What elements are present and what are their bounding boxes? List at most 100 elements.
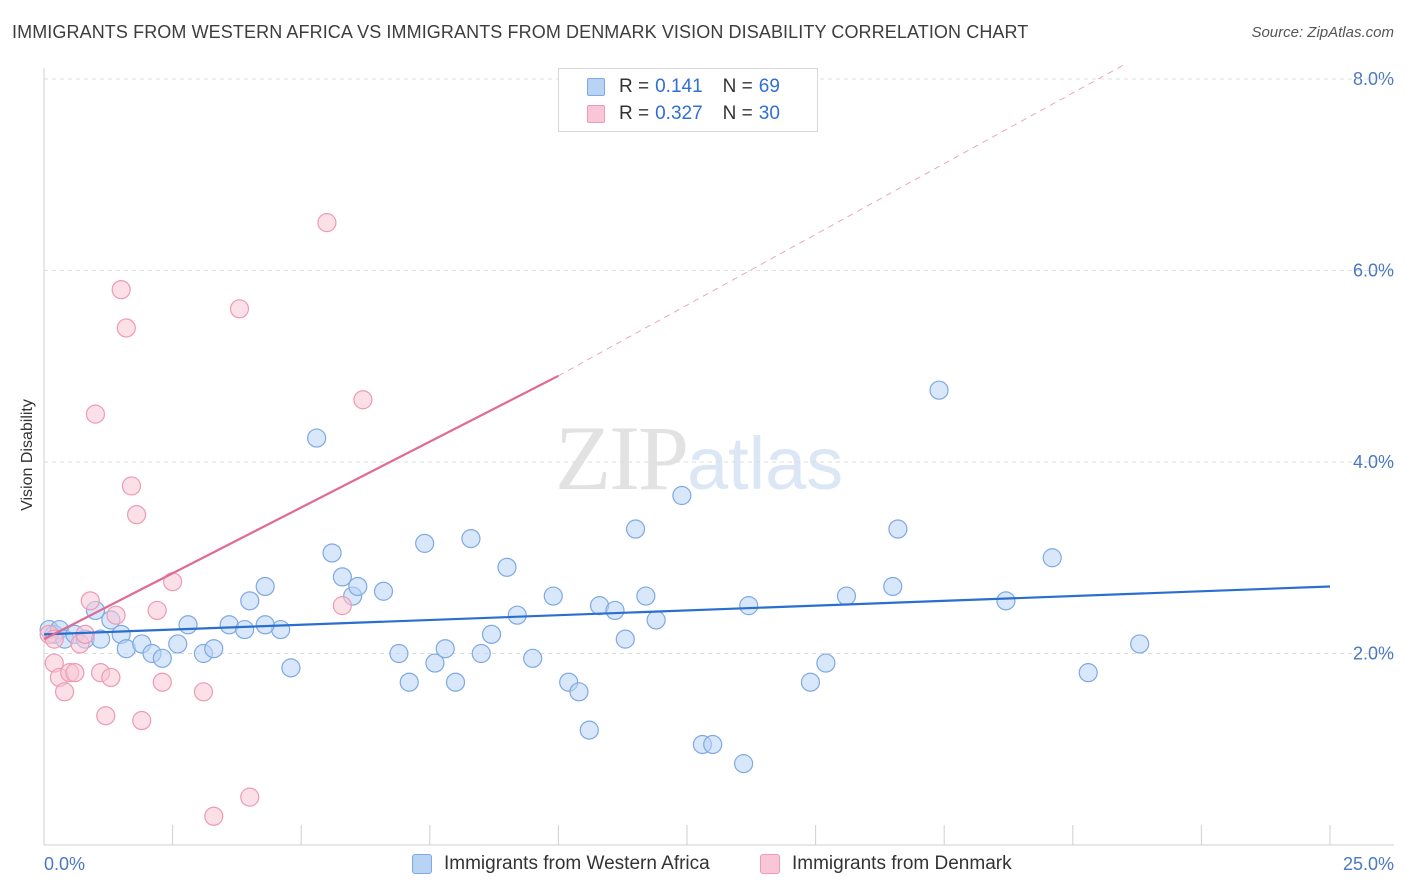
western-africa-point (178, 615, 198, 635)
western-africa-point (1130, 634, 1150, 654)
western-africa-point (461, 528, 481, 549)
western-africa-point (497, 557, 517, 577)
western-africa-point (435, 639, 455, 659)
denmark-trend-line (43, 374, 559, 641)
western-africa-point (481, 624, 502, 644)
denmark-point (85, 404, 106, 424)
western-africa-point (888, 519, 908, 539)
denmark-point (106, 605, 126, 625)
legend-row-western-africa: R = 0.141 N = 69 (587, 75, 780, 99)
legend-row-denmark: R = 0.327 N = 30 (587, 102, 780, 126)
western-africa-point (625, 519, 646, 539)
denmark-trend-extension (558, 64, 1125, 377)
western-africa-point (425, 653, 445, 673)
denmark-point (317, 213, 337, 233)
n-value: 30 (758, 103, 780, 124)
denmark-point (96, 706, 116, 726)
western-africa-point (800, 672, 821, 692)
denmark-point (121, 476, 142, 496)
n-label: N = (722, 103, 753, 124)
western-africa-point (255, 615, 275, 635)
denmark-point (193, 682, 214, 702)
western-africa-point (415, 533, 435, 553)
western-africa-point (322, 543, 342, 563)
r-value: 0.327 (655, 103, 703, 124)
western-africa-point (507, 605, 527, 625)
denmark-point (353, 390, 373, 410)
western-africa-point (605, 600, 625, 621)
denmark-point (126, 505, 147, 525)
western-africa-point (836, 586, 857, 606)
denmark-point (116, 318, 136, 338)
watermark: ZIPatlas (555, 405, 843, 511)
x-tick-label: 25.0% (1343, 854, 1394, 874)
denmark-point (65, 663, 85, 683)
western-africa-point (389, 643, 409, 664)
watermark-zip: ZIP (555, 407, 689, 509)
western-africa-point (543, 586, 563, 606)
western-africa-point (739, 596, 759, 616)
western-africa-point (152, 648, 172, 668)
denmark-point (240, 787, 260, 807)
western-africa-point (332, 567, 352, 587)
source-label: Source: ZipAtlas.com (1251, 24, 1394, 41)
legend-item-denmark[interactable]: Immigrants from Denmark (760, 852, 1012, 876)
r-label: R = (619, 103, 650, 124)
y-tick-label: 2.0% (1353, 644, 1394, 664)
correlation-legend: R = 0.141 N = 69 R = 0.327 N = 30 (558, 68, 818, 132)
western-africa-point (240, 591, 260, 611)
denmark-point (332, 596, 352, 616)
legend-label: Immigrants from Denmark (792, 853, 1012, 874)
plot-area (39, 64, 1331, 826)
blue-swatch (587, 78, 605, 96)
western-africa-point (348, 576, 368, 597)
western-africa-point (445, 672, 466, 692)
western-africa-point (579, 720, 599, 740)
western-africa-point (703, 734, 723, 755)
pink-swatch (587, 105, 605, 123)
western-africa-point (1078, 663, 1098, 683)
western-africa-point (168, 634, 188, 654)
western-africa-point (307, 428, 327, 448)
western-africa-point (816, 653, 836, 673)
western-africa-point (373, 581, 394, 601)
denmark-point (75, 624, 95, 644)
denmark-point (132, 710, 152, 731)
western-africa-point (996, 591, 1016, 611)
blue-swatch (412, 854, 432, 874)
denmark-point (54, 682, 75, 702)
western-africa-point (399, 672, 419, 692)
western-africa-point (883, 576, 903, 597)
denmark-point (101, 667, 121, 688)
western-africa-point (235, 619, 255, 640)
legend-item-western-africa[interactable]: Immigrants from Western Africa (412, 852, 710, 876)
western-africa-point (569, 682, 589, 702)
y-tick-label: 6.0% (1353, 261, 1394, 281)
western-africa-point (672, 485, 692, 506)
western-africa-point (204, 639, 224, 659)
n-value: 69 (758, 76, 780, 97)
n-label: N = (722, 76, 753, 97)
western-africa-point (281, 658, 301, 678)
western-africa-point (615, 629, 635, 649)
western-africa-point (471, 643, 491, 664)
chart-title: IMMIGRANTS FROM WESTERN AFRICA VS IMMIGR… (12, 22, 1029, 42)
western-africa-point (1042, 548, 1062, 568)
x-tick-label: 0.0% (44, 854, 85, 874)
denmark-point (147, 600, 167, 621)
western-africa-point (646, 610, 666, 630)
denmark-point (80, 591, 100, 611)
denmark-point (111, 280, 131, 300)
western-africa-point (523, 648, 543, 668)
legend-label: Immigrants from Western Africa (444, 853, 710, 874)
denmark-point (204, 806, 224, 826)
western-africa-point (929, 380, 949, 400)
western-africa-point (255, 576, 275, 597)
western-africa-point (733, 754, 754, 774)
y-tick-label: 4.0% (1353, 452, 1394, 472)
denmark-point (152, 672, 172, 692)
denmark-point (229, 299, 250, 319)
r-label: R = (619, 76, 650, 97)
watermark-atlas: atlas (687, 422, 844, 505)
western-africa-point (636, 586, 656, 606)
